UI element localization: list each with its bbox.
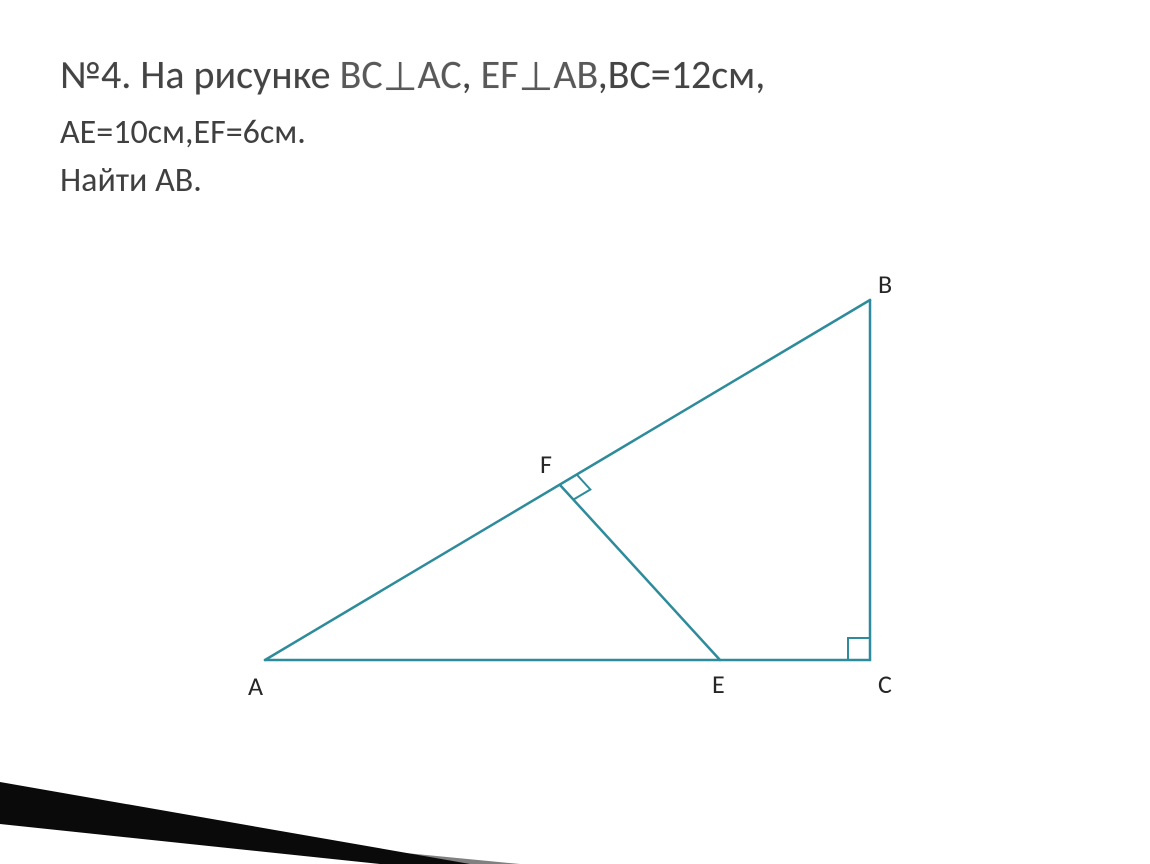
vertex-label-b: B (878, 268, 892, 300)
diagram-svg (0, 0, 1150, 864)
vertex-label-c: C (878, 668, 892, 700)
vertex-label-f: F (540, 448, 552, 480)
vertex-label-e: E (712, 668, 725, 700)
geometry-diagram: A B C E F (0, 0, 1150, 864)
vertex-label-a: A (248, 670, 263, 702)
